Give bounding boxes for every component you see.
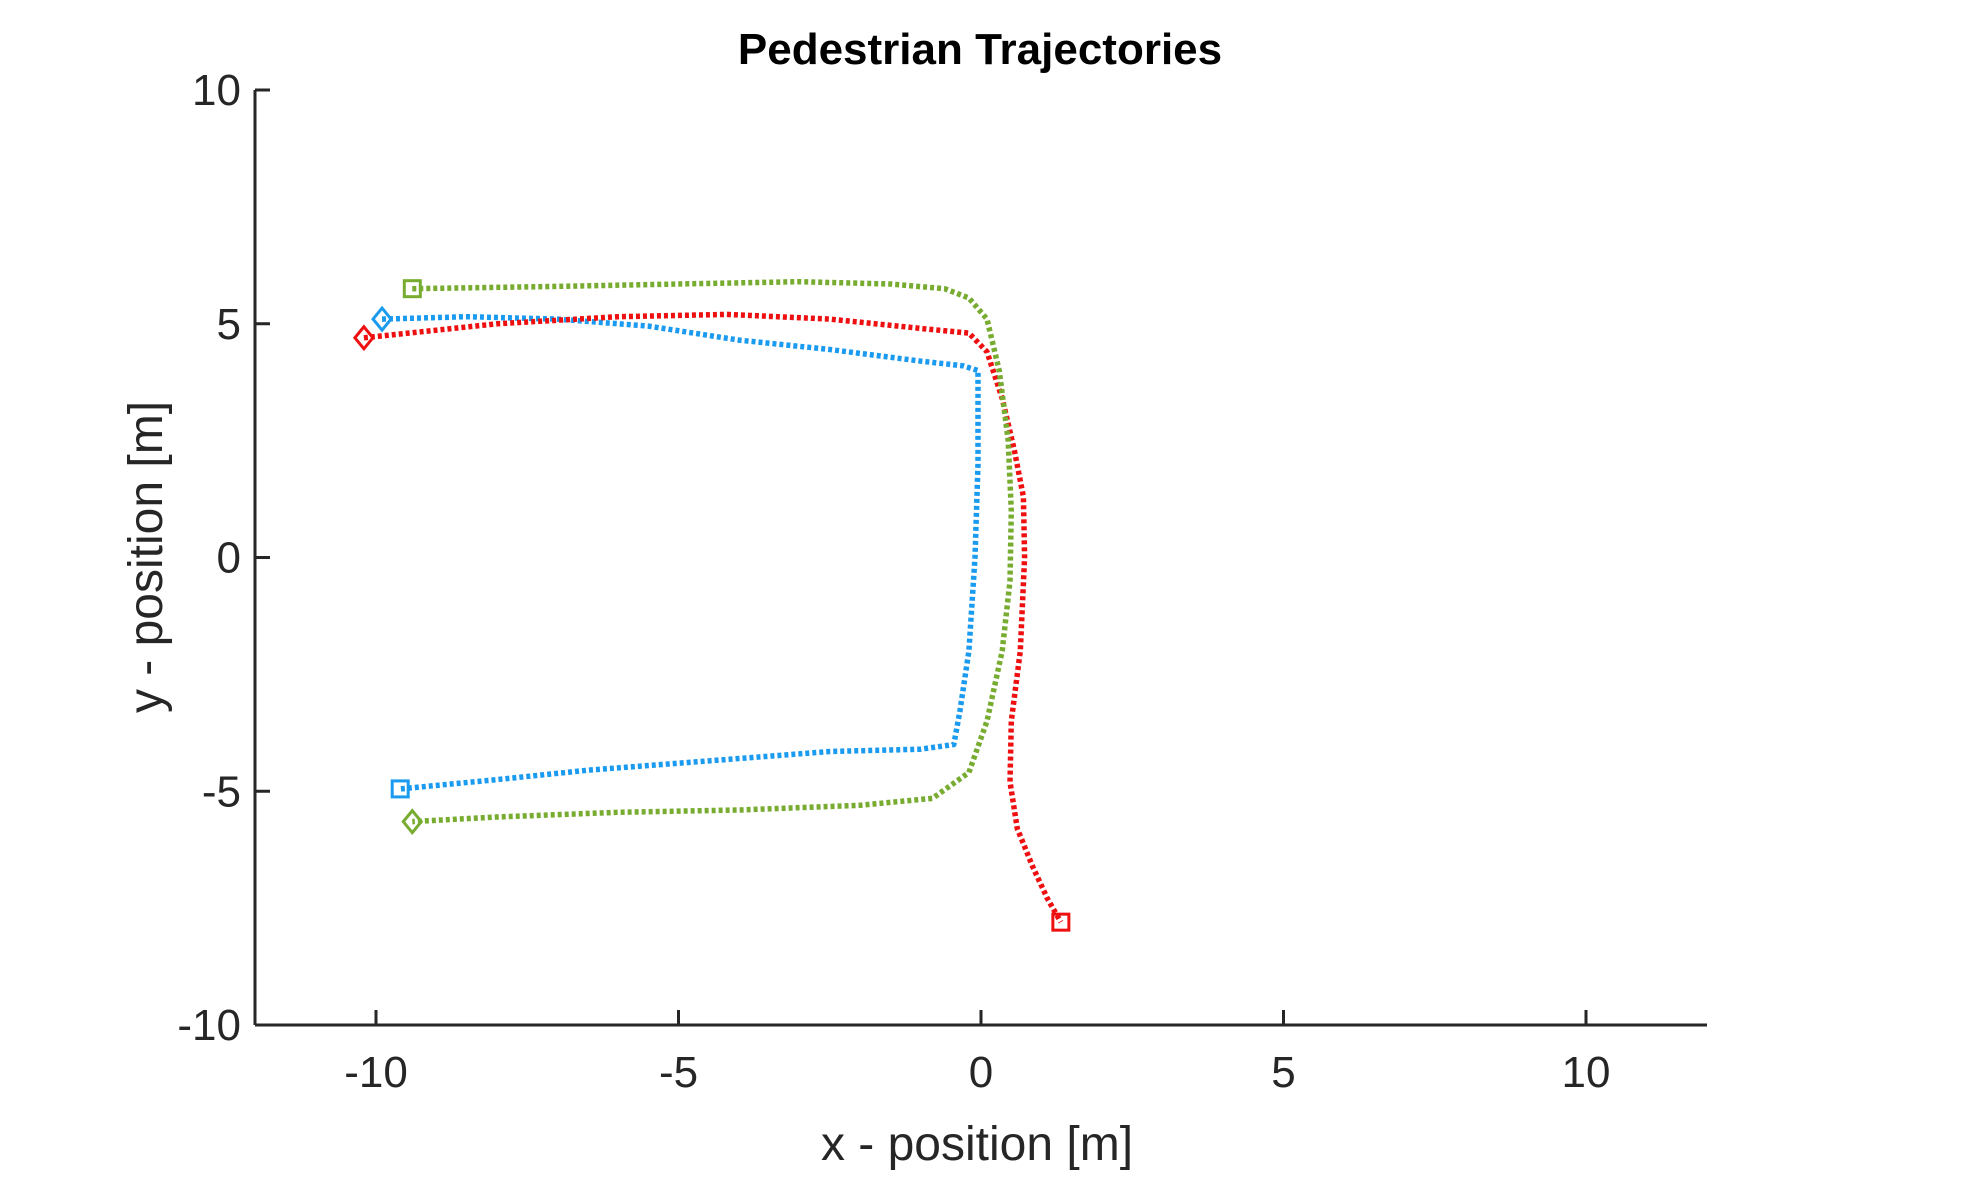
axes-layer — [253, 90, 1707, 1027]
x-tick-label: 0 — [969, 1048, 993, 1097]
trajectory-line — [381, 313, 981, 792]
y-axis-label: y - position [m] — [120, 401, 173, 713]
x-axis-label: x - position [m] — [821, 1118, 1133, 1171]
diamond-marker — [352, 324, 375, 352]
y-tick-label: 10 — [192, 66, 241, 115]
square-marker — [1051, 912, 1071, 932]
series-layer — [352, 278, 1071, 932]
trajectory-line — [412, 278, 1015, 825]
square-marker — [402, 279, 422, 299]
y-tick-label: 5 — [217, 300, 241, 349]
y-tick-label: 0 — [217, 534, 241, 583]
trajectory-series-1 — [371, 305, 981, 799]
trajectory-series-3 — [401, 278, 1015, 836]
x-tick-label: -5 — [659, 1048, 698, 1097]
x-tick-label: 10 — [1562, 1048, 1611, 1097]
trajectory-line — [363, 311, 1064, 924]
diamond-marker — [371, 305, 393, 333]
trajectory-series-2 — [352, 311, 1071, 932]
y-tick-label: -10 — [177, 1001, 241, 1050]
chart-title: Pedestrian Trajectories — [738, 25, 1222, 74]
square-marker — [390, 779, 410, 799]
y-tick-label: -5 — [202, 767, 241, 816]
diamond-marker — [401, 808, 424, 836]
x-tick-label: -10 — [344, 1048, 408, 1097]
x-tick-label: 5 — [1271, 1048, 1295, 1097]
ticks-layer: -10 -5 0 5 10 10 5 0 -5 -10 — [177, 66, 1610, 1097]
